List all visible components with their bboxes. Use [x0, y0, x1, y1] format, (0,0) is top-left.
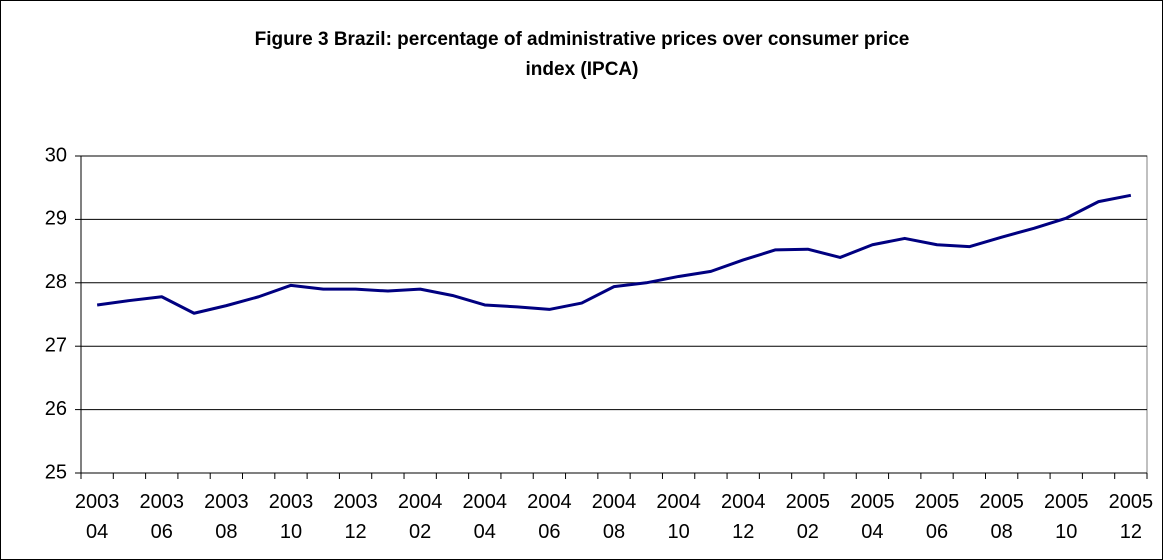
x-tick-label: 2003 04: [74, 491, 120, 543]
y-tick-label: 26: [45, 398, 67, 420]
x-tick-label: 2005 12: [1108, 491, 1154, 543]
y-tick-label: 30: [45, 144, 67, 166]
y-tick-label: 27: [45, 334, 67, 356]
x-tick-label: 2004 12: [720, 491, 766, 543]
x-tick-label: 2004 06: [527, 491, 572, 543]
x-tick-label: 2003 12: [333, 491, 378, 543]
x-tick-label: 2003 08: [204, 491, 249, 543]
x-tick-label: 2004 04: [462, 491, 508, 543]
x-tick-label: 2005 08: [979, 491, 1024, 543]
x-tick-label: 2004 08: [591, 491, 637, 543]
x-tick-label: 2004 02: [397, 491, 443, 543]
y-tick-label: 29: [45, 208, 67, 230]
x-tick-label: 2005 02: [785, 491, 831, 543]
x-tick-label: 2004 10: [656, 491, 701, 543]
x-tick-label: 2005 04: [850, 491, 895, 543]
x-tick-label: 2005 10: [1043, 491, 1089, 543]
x-tick-label: 2003 10: [268, 491, 314, 543]
chart-title: Figure 3 Brazil: percentage of administr…: [254, 29, 910, 80]
data-line: [96, 193, 1132, 315]
x-tick-label: 2003 06: [139, 491, 185, 543]
x-tick-label: 2005 06: [914, 491, 960, 543]
y-tick-label: 25: [45, 461, 67, 483]
plot-area: [80, 155, 1148, 474]
y-tick-label: 28: [45, 271, 67, 293]
